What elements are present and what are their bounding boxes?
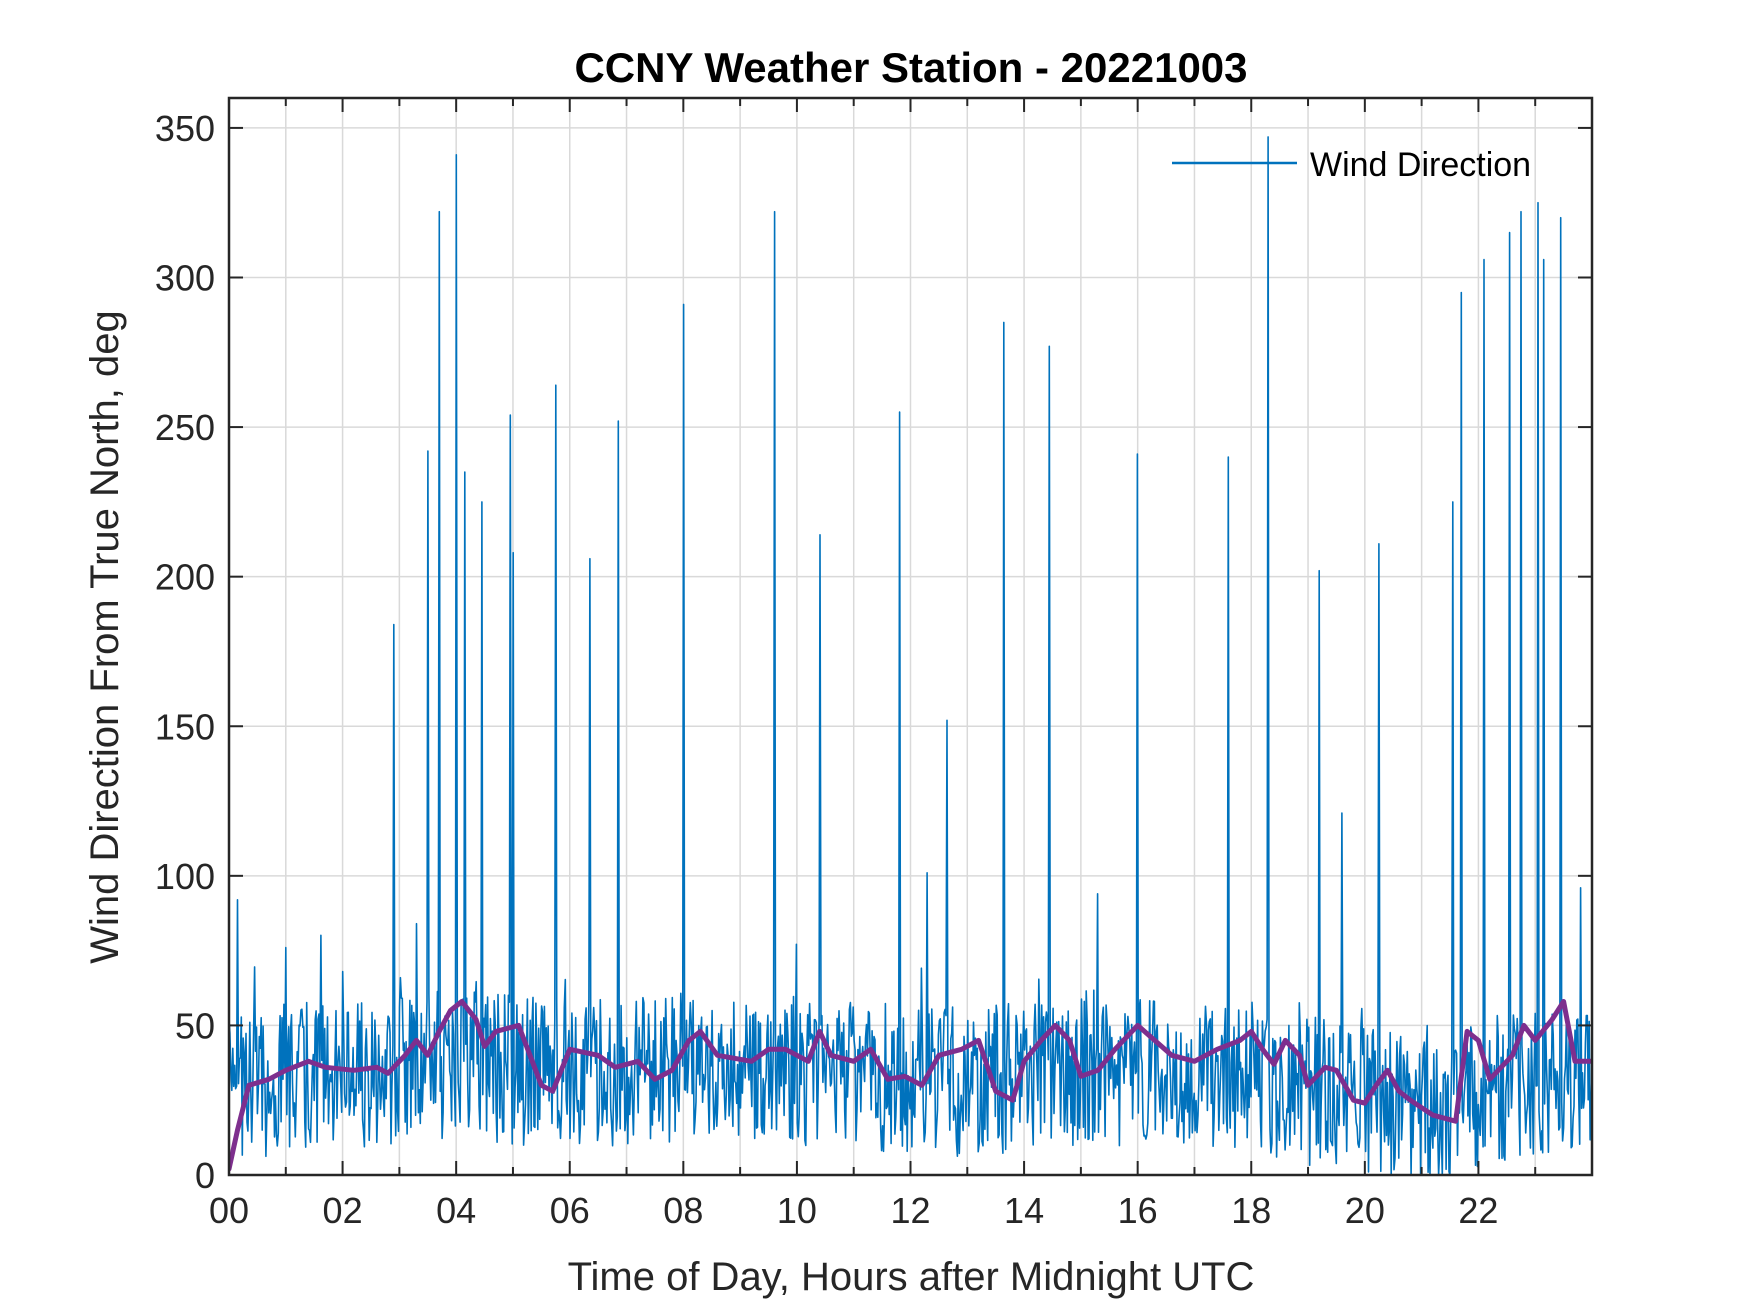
x-tick-label: 14 — [1004, 1190, 1044, 1231]
x-tick-label: 12 — [890, 1190, 930, 1231]
legend: Wind Direction — [1172, 146, 1531, 184]
x-tick-label: 22 — [1458, 1190, 1498, 1231]
series-layer — [229, 136, 1592, 1175]
y-tick-label: 50 — [175, 1005, 215, 1046]
y-tick-label: 0 — [195, 1155, 215, 1196]
x-tick-label: 16 — [1118, 1190, 1158, 1231]
y-tick-label: 300 — [155, 258, 215, 299]
x-tick-label: 20 — [1345, 1190, 1385, 1231]
y-tick-label: 150 — [155, 706, 215, 747]
wind-direction-series — [229, 136, 1592, 1175]
y-tick-label: 200 — [155, 557, 215, 598]
x-tick-label: 10 — [777, 1190, 817, 1231]
y-tick-label: 350 — [155, 108, 215, 149]
x-tick-label: 00 — [209, 1190, 249, 1231]
x-tick-label: 18 — [1231, 1190, 1271, 1231]
x-tick-label: 02 — [323, 1190, 363, 1231]
x-tick-label: 06 — [550, 1190, 590, 1231]
running-mean-series — [229, 999, 1592, 1172]
x-axis-label: Time of Day, Hours after Midnight UTC — [568, 1255, 1255, 1299]
plot-frame — [227, 96, 1594, 1177]
y-tick-label: 100 — [155, 856, 215, 897]
x-tick-label: 08 — [663, 1190, 703, 1231]
y-tick-label: 250 — [155, 407, 215, 448]
legend-label-wind-direction: Wind Direction — [1310, 146, 1531, 184]
chart-title: CCNY Weather Station - 20221003 — [574, 44, 1247, 91]
y-axis-label: Wind Direction From True North, deg — [83, 310, 127, 964]
tick-labels: 00 02 04 06 08 10 12 14 16 18 20 22 0 50 100 150 200 250 3… — [155, 108, 1499, 1231]
x-tick-label: 04 — [436, 1190, 476, 1231]
